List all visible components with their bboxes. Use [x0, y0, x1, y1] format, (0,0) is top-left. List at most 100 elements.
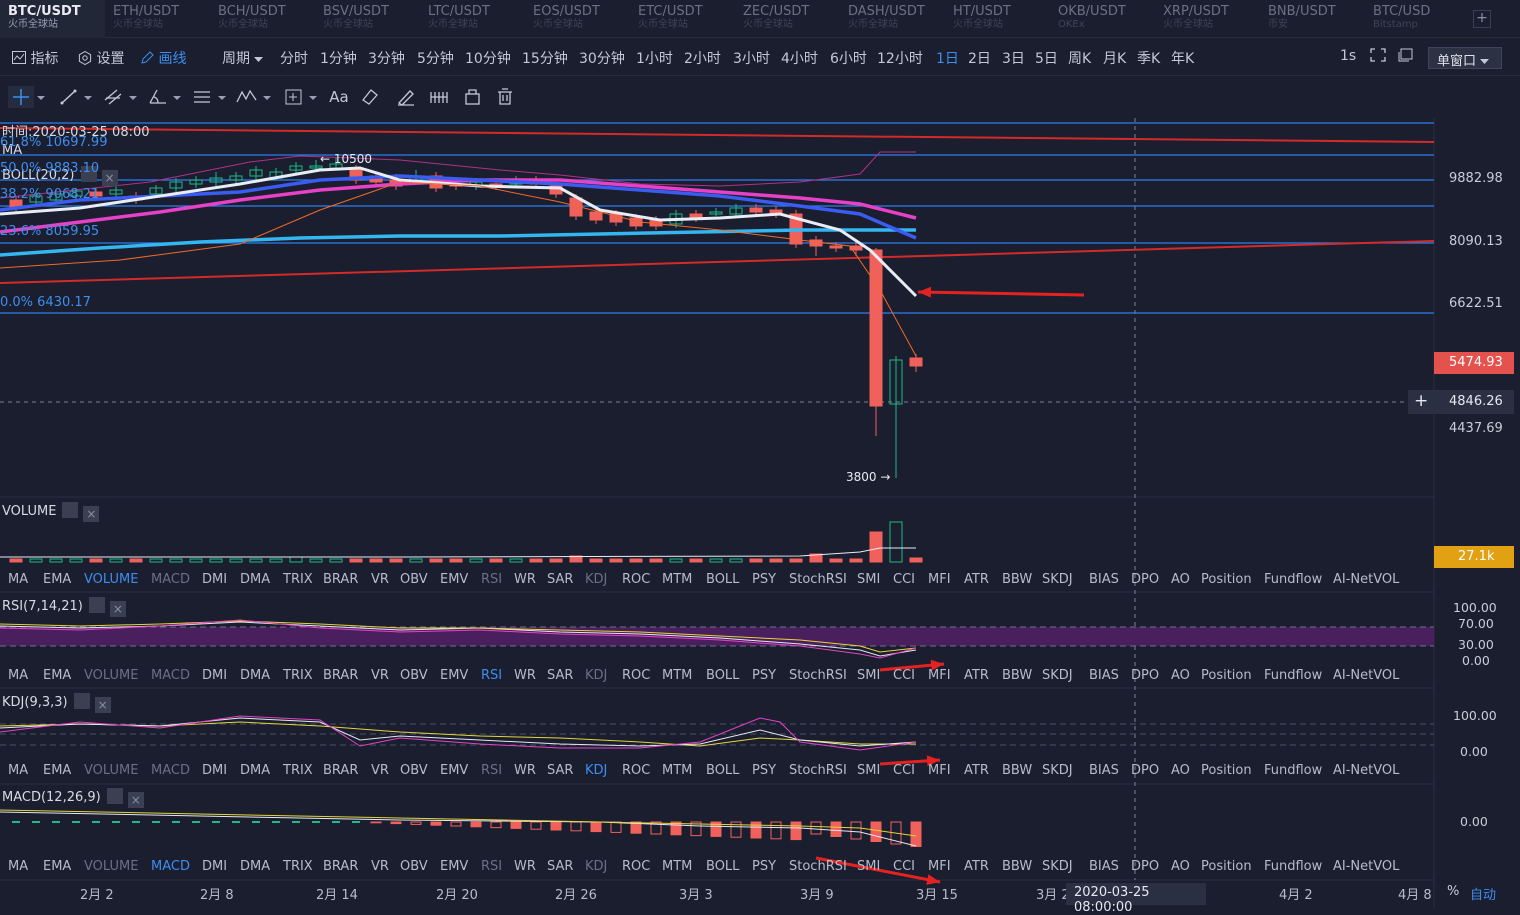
indicator-option[interactable]: ATR [964, 763, 989, 778]
indicator-option[interactable]: MA [8, 572, 29, 587]
period-option[interactable]: 12小时 [877, 51, 923, 67]
indicator-option[interactable]: EMV [440, 763, 469, 778]
period-option[interactable]: 4小时 [781, 51, 818, 67]
percent-toggle[interactable]: % [1447, 884, 1460, 899]
symbol-tab[interactable]: ZEC/USDT 火币全球站 [735, 0, 840, 38]
indicator-option[interactable]: SAR [547, 572, 574, 587]
gear-icon[interactable] [62, 502, 79, 518]
trend-line-tool-icon[interactable] [56, 86, 82, 108]
indicator-option[interactable]: BOLL [706, 572, 740, 587]
indicator-option[interactable]: AO [1171, 763, 1190, 778]
indicator-option[interactable]: EMA [43, 668, 72, 683]
brush-tool-icon[interactable] [394, 86, 420, 108]
indicator-option[interactable]: MACD [151, 763, 190, 778]
fullscreen-icon[interactable] [1370, 48, 1386, 66]
indicator-option[interactable]: RSI [481, 763, 503, 778]
period-option[interactable]: 15分钟 [522, 51, 568, 67]
indicator-option[interactable]: SMI [857, 668, 881, 683]
symbol-tab[interactable]: EOS/USDT 火币全球站 [525, 0, 630, 38]
indicator-option[interactable]: TRIX [283, 859, 313, 874]
indicator-option[interactable]: MTM [662, 668, 693, 683]
indicator-option[interactable]: Fundflow [1264, 668, 1323, 683]
indicator-option[interactable]: MA [8, 763, 29, 778]
indicator-option[interactable]: OBV [400, 572, 428, 587]
indicator-option[interactable]: VR [371, 668, 389, 683]
indicator-option[interactable]: BRAR [323, 668, 359, 683]
indicator-option[interactable]: AI-NetVOL [1333, 668, 1400, 683]
indicator-option[interactable]: BIAS [1089, 859, 1119, 874]
indicator-option[interactable]: AO [1171, 572, 1190, 587]
indicator-option[interactable]: WR [514, 763, 536, 778]
indicator-option[interactable]: TRIX [283, 763, 313, 778]
indicator-option[interactable]: SKDJ [1042, 763, 1073, 778]
indicator-option[interactable]: MTM [662, 572, 693, 587]
indicator-option[interactable]: ROC [622, 859, 651, 874]
indicator-option[interactable]: OBV [400, 668, 428, 683]
symbol-tab[interactable]: HT/USDT 火币全球站 [945, 0, 1050, 38]
indicator-option[interactable]: BIAS [1089, 668, 1119, 683]
gear-icon[interactable] [106, 788, 123, 804]
symbol-tab[interactable]: BTC/USD Bitstamp [1365, 0, 1470, 38]
indicator-option[interactable]: Fundflow [1264, 859, 1323, 874]
indicator-option[interactable]: DMI [202, 859, 228, 874]
fibonacci-tool-icon[interactable] [190, 86, 216, 108]
period-option[interactable]: 3分钟 [368, 51, 405, 67]
period-option[interactable]: 10分钟 [465, 51, 511, 67]
indicator-option[interactable]: ATR [964, 859, 989, 874]
indicator-option[interactable]: KDJ [585, 572, 608, 587]
indicator-option[interactable]: TRIX [283, 668, 313, 683]
indicator-button[interactable]: 指标 [12, 48, 58, 68]
indicator-option[interactable]: OBV [400, 763, 428, 778]
period-option[interactable]: 1分钟 [320, 51, 357, 67]
trash-icon[interactable] [492, 86, 518, 108]
indicator-option[interactable]: ROC [622, 572, 651, 587]
period-option[interactable]: 3日 [1002, 51, 1025, 67]
indicator-option[interactable]: Position [1201, 572, 1252, 587]
indicator-option[interactable]: ATR [964, 668, 989, 683]
indicator-option[interactable]: AO [1171, 668, 1190, 683]
indicator-option[interactable]: StochRSI [789, 572, 847, 587]
indicator-option[interactable]: SMI [857, 763, 881, 778]
indicator-option[interactable]: Position [1201, 763, 1252, 778]
indicator-option[interactable]: AO [1171, 859, 1190, 874]
indicator-option[interactable]: DMI [202, 572, 228, 587]
indicator-option[interactable]: EMV [440, 572, 469, 587]
close-icon[interactable]: × [127, 792, 144, 808]
indicator-option[interactable]: KDJ [585, 763, 608, 778]
indicator-option[interactable]: VR [371, 859, 389, 874]
symbol-tab[interactable]: DASH/USDT 火币全球站 [840, 0, 945, 38]
indicator-option[interactable]: SMI [857, 572, 881, 587]
indicator-option[interactable]: SKDJ [1042, 572, 1073, 587]
indicator-option[interactable]: RSI [481, 668, 503, 683]
parallel-channel-tool-icon[interactable] [101, 86, 127, 108]
indicator-option[interactable]: Position [1201, 668, 1252, 683]
settings-button[interactable]: 设置 [78, 48, 124, 68]
symbol-tab[interactable]: LTC/USDT 火币全球站 [420, 0, 525, 38]
indicator-option[interactable]: RSI [481, 572, 503, 587]
gear-icon[interactable] [73, 693, 90, 709]
period-option[interactable]: 3小时 [733, 51, 770, 67]
indicator-option[interactable]: BOLL [706, 763, 740, 778]
screenshot-icon[interactable] [1398, 48, 1414, 66]
symbol-tab[interactable]: ETH/USDT 火币全球站 [105, 0, 210, 38]
indicator-option[interactable]: VOLUME [84, 572, 139, 587]
chevron-down-icon[interactable] [84, 96, 92, 101]
indicator-option[interactable]: MFI [928, 572, 951, 587]
indicator-option[interactable]: EMV [440, 859, 469, 874]
indicator-option[interactable]: Position [1201, 859, 1252, 874]
period-option[interactable]: 年K [1171, 51, 1195, 67]
period-option[interactable]: 5日 [1035, 51, 1058, 67]
interval-label[interactable]: 1s [1340, 48, 1357, 64]
indicator-option[interactable]: VOLUME [84, 763, 139, 778]
indicator-option[interactable]: CCI [893, 859, 915, 874]
indicator-option[interactable]: SKDJ [1042, 859, 1073, 874]
magnet-tool-icon[interactable] [427, 86, 453, 108]
angle-tool-icon[interactable] [145, 86, 171, 108]
indicator-option[interactable]: MFI [928, 763, 951, 778]
indicator-option[interactable]: EMA [43, 763, 72, 778]
indicator-option[interactable]: DPO [1131, 572, 1160, 587]
indicator-option[interactable]: TRIX [283, 572, 313, 587]
eraser-tool-icon[interactable] [357, 86, 383, 108]
symbol-tab[interactable]: XRP/USDT 火币全球站 [1155, 0, 1260, 38]
indicator-option[interactable]: MTM [662, 763, 693, 778]
